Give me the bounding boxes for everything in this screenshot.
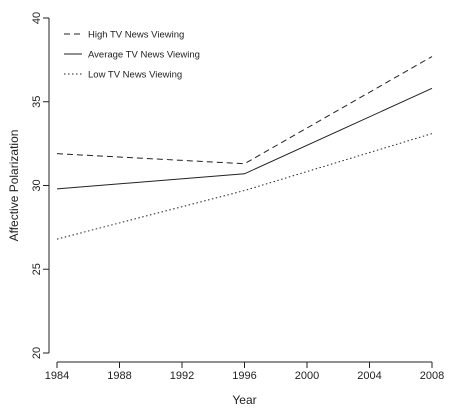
y-tick-label: 35 xyxy=(31,96,43,108)
x-tick-label: 1984 xyxy=(45,370,69,382)
y-tick-label: 30 xyxy=(31,179,43,191)
x-tick-label: 1988 xyxy=(107,370,131,382)
y-tick-label: 25 xyxy=(31,263,43,275)
x-axis-ticks: 1984 1988 1992 1996 2000 2004 2008 xyxy=(45,362,444,382)
x-axis-title: Year xyxy=(232,393,256,407)
series-line-dotted xyxy=(56,133,433,240)
legend-label: High TV News Viewing xyxy=(88,30,184,41)
x-tick-label: 2000 xyxy=(295,370,319,382)
series-line-dashed xyxy=(56,56,433,165)
y-tick-label: 20 xyxy=(31,347,43,359)
legend-label: Average TV News Viewing xyxy=(88,50,200,61)
y-tick-label: 40 xyxy=(31,12,43,24)
x-tick-label: 1996 xyxy=(232,370,256,382)
x-tick-label: 2008 xyxy=(420,370,444,382)
y-axis-title: Affective Polarization xyxy=(7,130,21,242)
x-tick-label: 2004 xyxy=(357,370,381,382)
y-axis-ticks: 20 25 30 35 40 xyxy=(31,12,49,359)
legend: High TV News Viewing Average TV News View… xyxy=(64,30,200,81)
legend-label: Low TV News Viewing xyxy=(88,70,182,81)
series-lines xyxy=(56,56,433,240)
x-tick-label: 1992 xyxy=(170,370,194,382)
series-line-solid xyxy=(56,87,433,190)
